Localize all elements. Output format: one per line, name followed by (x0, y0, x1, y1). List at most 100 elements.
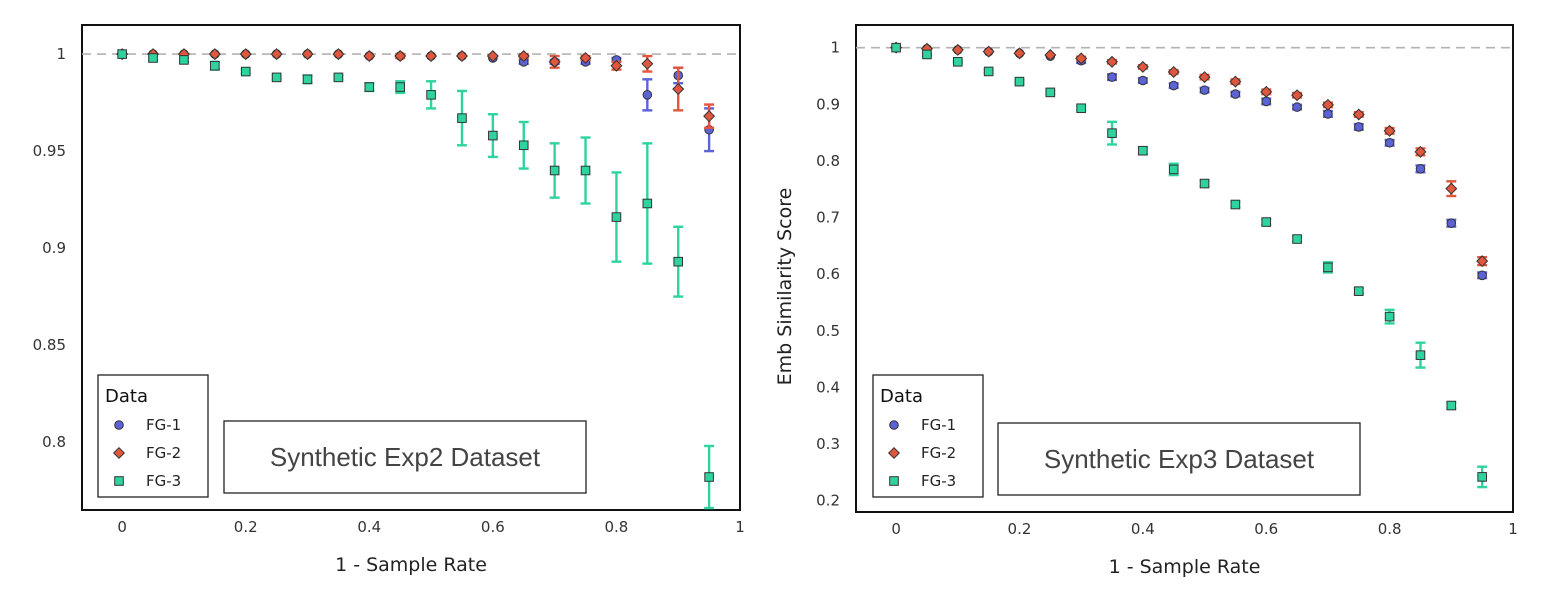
data-point (1230, 89, 1241, 99)
x-tick-label: 0 (891, 520, 901, 538)
data-point (922, 49, 932, 60)
data-point (1415, 164, 1426, 174)
data-point (364, 82, 375, 92)
data-point (425, 50, 438, 63)
chart-1: 0 0.2 0.4 0.6 0.8 1 0.8 0.85 0.9 0.95 1 1 - Sample … (33, 24, 745, 576)
data-point (426, 90, 436, 100)
data-point (1198, 71, 1211, 84)
data-point (1323, 109, 1333, 119)
data-point (1321, 98, 1334, 111)
data-point (1383, 124, 1396, 137)
x-tick-label: 0 (117, 518, 127, 536)
x-axis-title: 1 - Sample Rate (1109, 556, 1261, 578)
data-point (672, 83, 685, 96)
y-tick-label: 0.9 (816, 95, 840, 113)
data-point (1323, 262, 1333, 273)
y-tick-label: 0.8 (42, 433, 66, 451)
x-tick-label: 0.4 (1131, 520, 1155, 538)
data-point (1138, 75, 1148, 86)
legend-label-fg-2: FG-2 (146, 444, 181, 462)
legend: Data FG-1 FG-2 FG-3 (97, 374, 209, 498)
data-point (1260, 85, 1273, 98)
data-point (1014, 76, 1025, 87)
data-point (548, 55, 561, 68)
data-point (1415, 350, 1426, 360)
y-tick-label: 0.4 (816, 378, 840, 396)
data-point (302, 74, 313, 85)
data-point (1384, 311, 1395, 322)
data-point (1446, 218, 1457, 228)
y-tick-label: 0.95 (33, 142, 66, 160)
y-tick-label: 0.8 (816, 152, 840, 170)
data-point (1106, 55, 1119, 68)
legend-label-fg-3: FG-3 (921, 472, 956, 490)
x-tick-label: 0.6 (1254, 520, 1278, 538)
data-point (1229, 75, 1242, 88)
data-point (363, 50, 376, 63)
x-tick-label: 1 (1508, 520, 1518, 538)
data-point (240, 66, 251, 77)
y-tick-label: 0.2 (816, 492, 840, 510)
dataset-annotation: Synthetic Exp3 Dataset (997, 422, 1361, 496)
legend-label-fg-1: FG-1 (146, 416, 181, 434)
data-point (1261, 217, 1272, 227)
data-point (611, 212, 622, 222)
x-tick-label: 0.2 (1008, 520, 1032, 538)
data-point (148, 53, 158, 63)
data-point (1138, 145, 1148, 156)
data-point (1477, 270, 1487, 281)
data-point (1075, 52, 1088, 65)
data-point (1292, 102, 1302, 112)
data-point (1414, 145, 1427, 158)
series-fg-3 (117, 49, 715, 510)
data-point (673, 256, 684, 267)
data-point (1261, 96, 1272, 107)
legend-marker-fg-2 (887, 446, 901, 460)
legend-marker-fg-1 (114, 420, 124, 430)
data-point (1168, 164, 1179, 175)
data-point (610, 59, 623, 72)
y-axis-title: Emb Similarity Score (774, 188, 796, 386)
data-point (1291, 89, 1304, 102)
y-tick-label: 1 (830, 39, 840, 57)
legend-label-fg-3: FG-3 (146, 472, 181, 490)
data-point (1045, 87, 1056, 98)
data-point (301, 48, 314, 61)
data-point (1107, 128, 1117, 138)
dataset-annotation: Synthetic Exp2 Dataset (223, 420, 587, 494)
data-point (1013, 47, 1026, 60)
data-point (117, 49, 127, 59)
x-tick-label: 1 (735, 518, 745, 536)
series-fg-3 (891, 42, 1488, 489)
annotation-box (997, 422, 1361, 496)
data-point (1107, 72, 1117, 82)
legend-title: Data (105, 386, 148, 407)
data-point (394, 50, 407, 63)
data-point (1230, 199, 1241, 210)
data-point (580, 165, 591, 176)
data-point (1292, 234, 1302, 244)
legend-label-fg-2: FG-2 (921, 444, 956, 462)
data-point (1353, 286, 1364, 296)
data-point (549, 165, 560, 176)
data-point (395, 82, 405, 92)
data-point (1199, 85, 1210, 95)
annotation-text: Synthetic Exp3 Dataset (1044, 444, 1315, 474)
data-point (704, 472, 714, 482)
data-point (642, 198, 653, 209)
legend-marker-fg-1 (889, 420, 899, 430)
data-point (486, 50, 499, 63)
data-point (517, 50, 530, 63)
data-point (951, 43, 964, 56)
legend-marker-fg-3 (889, 476, 899, 486)
data-point (457, 113, 467, 123)
y-tick-label: 0.7 (816, 209, 840, 227)
legend-title: Data (880, 386, 923, 407)
annotation-box (223, 420, 587, 494)
data-point (579, 51, 592, 64)
data-point (1167, 65, 1180, 79)
data-point (1199, 178, 1210, 189)
data-point (1384, 137, 1395, 148)
data-point (891, 42, 901, 53)
